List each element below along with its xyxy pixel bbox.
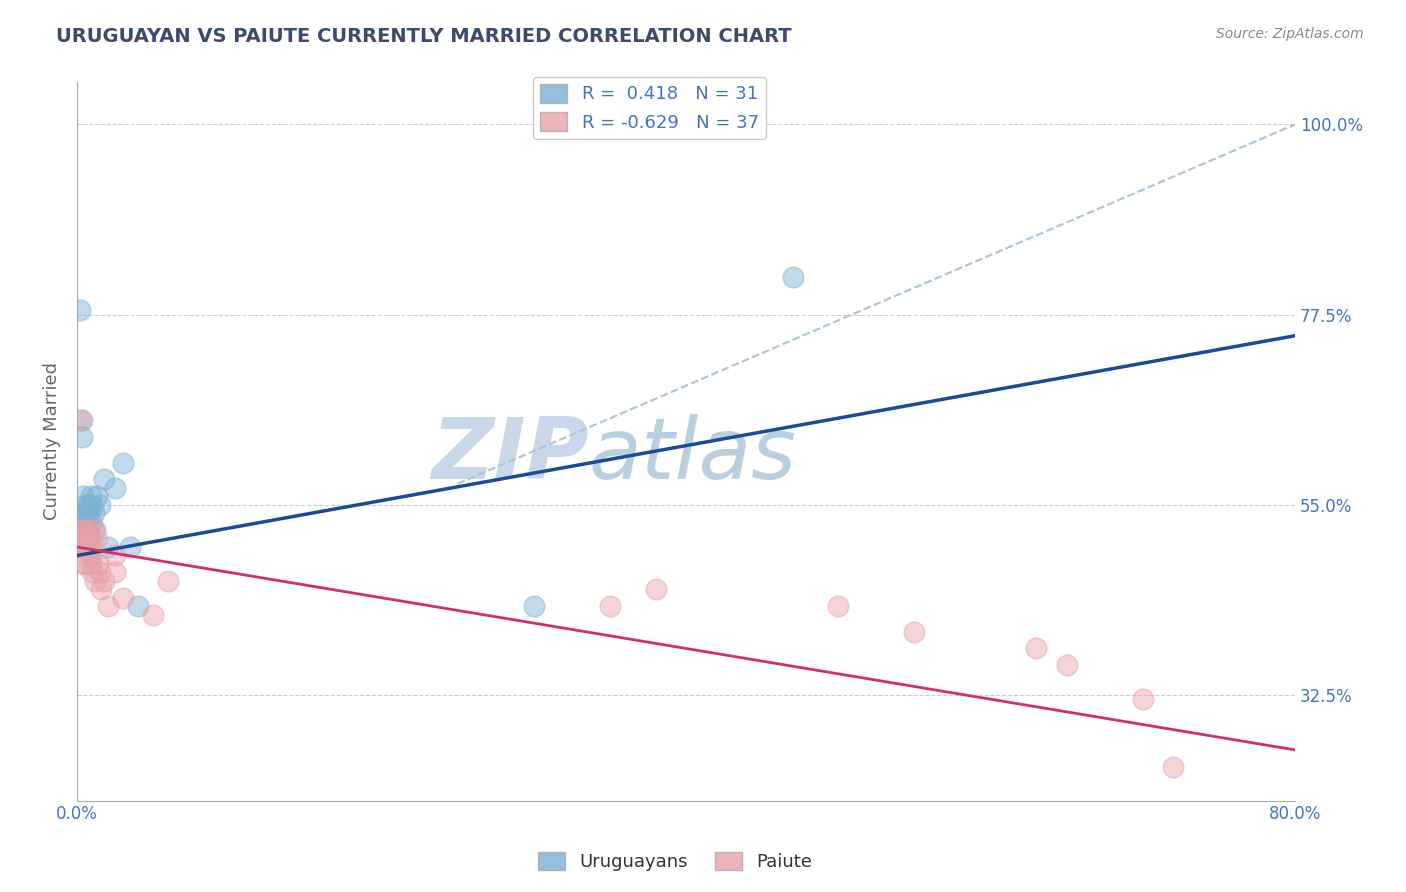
Point: [120, 540, 142, 554]
Text: atlas: atlas: [589, 414, 797, 497]
Point: [83, 506, 105, 520]
Point: [77, 532, 100, 546]
Point: [93, 574, 115, 588]
Point: [644, 582, 666, 597]
Y-axis label: Currently Married: Currently Married: [44, 362, 60, 520]
Point: [903, 624, 925, 639]
Point: [82, 566, 104, 580]
Legend: R =  0.418   N = 31, R = -0.629   N = 37: R = 0.418 N = 31, R = -0.629 N = 37: [533, 77, 766, 139]
Point: [69, 523, 91, 537]
Point: [827, 599, 849, 614]
Point: [80, 515, 103, 529]
Point: [76, 498, 98, 512]
Text: URUGUAYAN VS PAIUTE CURRENTLY MARRIED CORRELATION CHART: URUGUAYAN VS PAIUTE CURRENTLY MARRIED CO…: [56, 27, 792, 45]
Point: [83, 523, 105, 537]
Point: [87, 557, 110, 571]
Point: [76, 523, 98, 537]
Point: [77, 549, 100, 563]
Point: [1025, 641, 1047, 656]
Point: [80, 557, 103, 571]
Point: [86, 532, 108, 546]
Point: [70, 430, 93, 444]
Legend: Uruguayans, Paiute: Uruguayans, Paiute: [530, 845, 820, 879]
Point: [1056, 658, 1078, 673]
Point: [73, 523, 96, 537]
Point: [127, 599, 149, 614]
Point: [104, 549, 127, 563]
Point: [69, 303, 91, 318]
Point: [70, 523, 93, 537]
Point: [73, 498, 96, 512]
Point: [75, 523, 97, 537]
Point: [96, 540, 118, 554]
Point: [96, 599, 118, 614]
Point: [72, 557, 94, 571]
Point: [76, 523, 98, 537]
Point: [80, 540, 103, 554]
Point: [89, 566, 111, 580]
Point: [1161, 760, 1184, 774]
Point: [70, 413, 93, 427]
Point: [82, 498, 104, 512]
Point: [111, 456, 134, 470]
Point: [93, 472, 115, 486]
Point: [67, 532, 90, 546]
Point: [82, 549, 104, 563]
Text: Source: ZipAtlas.com: Source: ZipAtlas.com: [1216, 27, 1364, 41]
Point: [80, 489, 103, 503]
Point: [77, 532, 100, 546]
Point: [75, 532, 97, 546]
Point: [104, 481, 127, 495]
Point: [73, 532, 96, 546]
Text: ZIP: ZIP: [432, 414, 589, 497]
Point: [67, 540, 90, 554]
Point: [76, 540, 98, 554]
Point: [75, 557, 97, 571]
Point: [84, 574, 107, 588]
Point: [73, 540, 96, 554]
Point: [86, 489, 108, 503]
Point: [69, 413, 91, 427]
Point: [523, 599, 546, 614]
Point: [111, 591, 134, 605]
Point: [77, 506, 100, 520]
Point: [75, 506, 97, 520]
Point: [84, 523, 107, 537]
Point: [89, 498, 111, 512]
Point: [157, 574, 180, 588]
Point: [599, 599, 621, 614]
Point: [90, 582, 112, 597]
Point: [782, 269, 804, 284]
Point: [73, 515, 96, 529]
Point: [72, 489, 94, 503]
Point: [72, 506, 94, 520]
Point: [142, 607, 165, 622]
Point: [1132, 692, 1154, 706]
Point: [104, 566, 127, 580]
